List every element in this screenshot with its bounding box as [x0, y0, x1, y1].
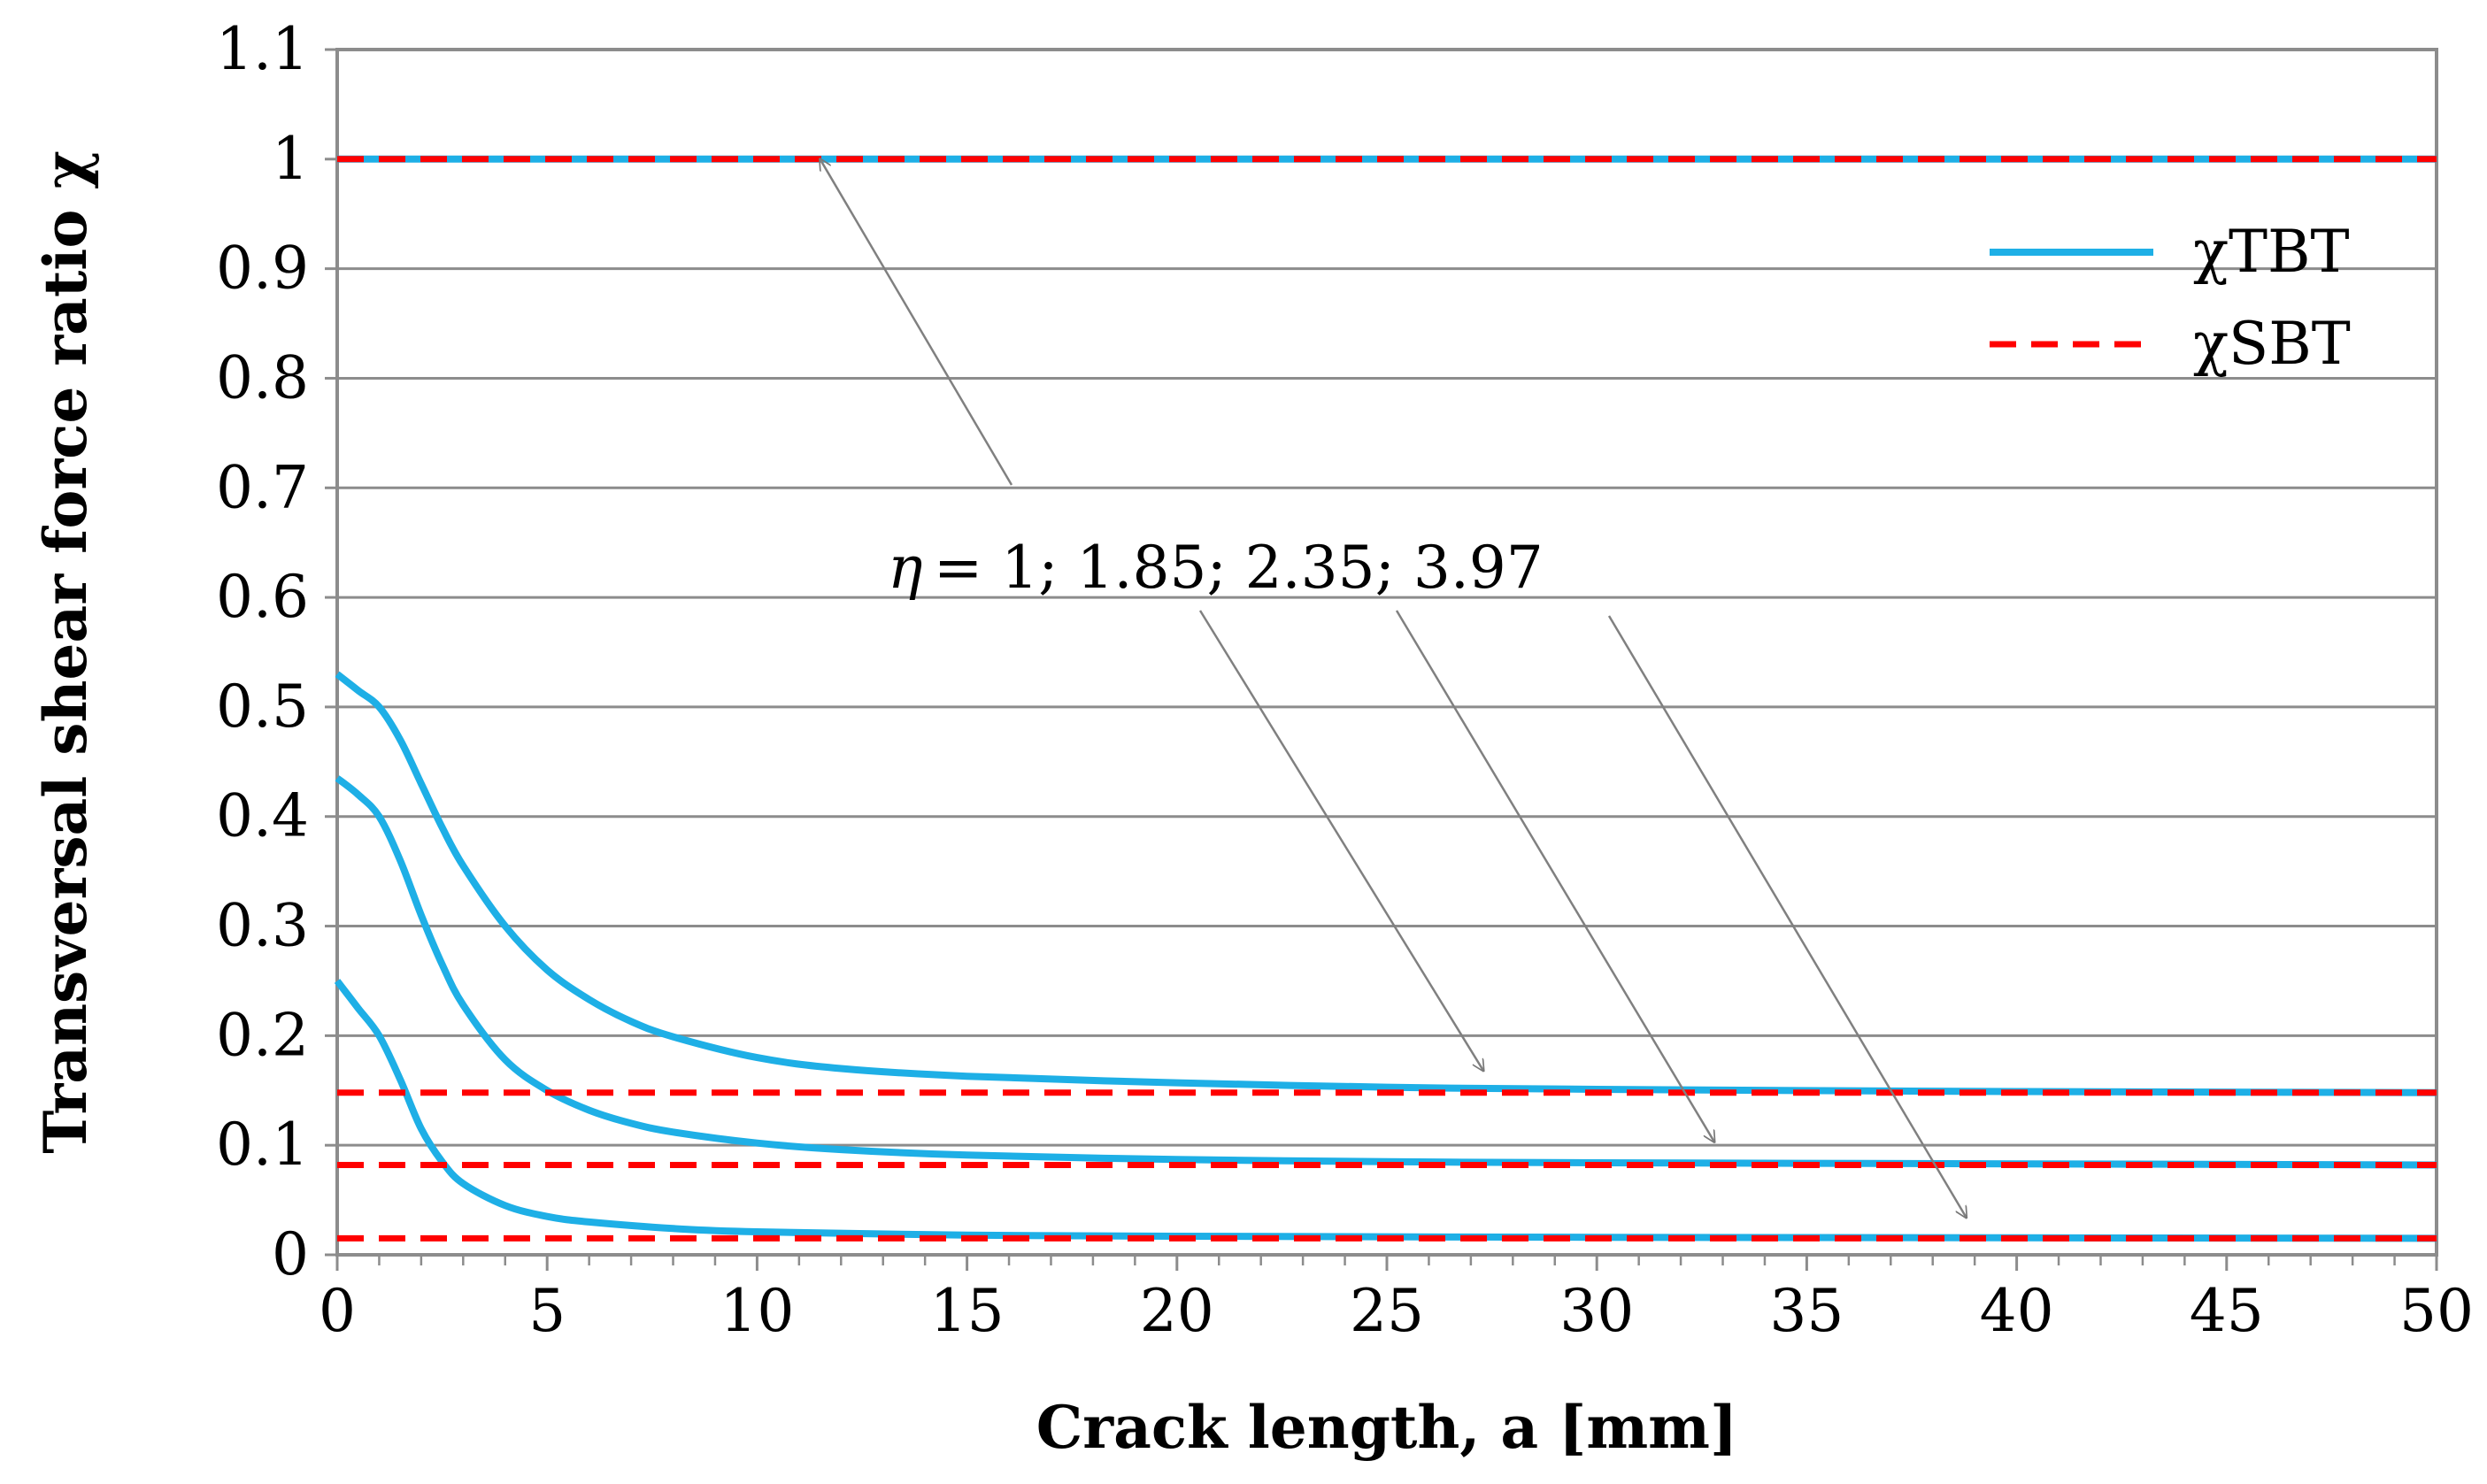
annotation-arrow — [1198, 610, 1483, 1071]
legend-label-tbt: χTBT — [2193, 218, 2350, 286]
y-tick-label: 0.3 — [216, 892, 309, 960]
y-tick-label: 0.9 — [216, 235, 309, 303]
x-tick-label: 5 — [528, 1277, 566, 1345]
x-tick-label: 0 — [319, 1277, 356, 1345]
y-axis-title: Transversal shear force ratio χ — [31, 150, 100, 1154]
y-tick-label: 0.7 — [216, 453, 309, 521]
y-tick-label: 0.6 — [216, 563, 309, 631]
y-tick-label: 0.2 — [216, 1001, 309, 1069]
y-tick-label: 0.4 — [216, 782, 309, 850]
annotation-arrow — [1395, 610, 1714, 1142]
y-tick-label: 0.5 — [216, 673, 309, 741]
y-tick-label: 1.1 — [216, 15, 309, 83]
x-tick-label: 25 — [1350, 1277, 1424, 1345]
annotation-text: = 1; 1.85; 2.35; 3.97 — [934, 534, 1544, 602]
x-axis-title: Crack length, a [mm] — [1036, 1393, 1737, 1462]
y-tick-label: 0.1 — [216, 1111, 309, 1179]
y-tick-label: 0.8 — [216, 343, 309, 411]
x-tick-label: 35 — [1769, 1277, 1844, 1345]
x-tick-label: 40 — [1980, 1277, 2054, 1345]
x-tick-label: 50 — [2399, 1277, 2474, 1345]
plot-area — [337, 50, 2437, 1255]
annotation-arrow — [1607, 615, 1967, 1218]
legend-label-sbt: χSBT — [2193, 310, 2351, 378]
eta-symbol: η — [888, 534, 923, 602]
y-tick-label: 1 — [272, 125, 309, 193]
x-tick-label: 20 — [1140, 1277, 1214, 1345]
x-tick-label: 30 — [1559, 1277, 1634, 1345]
annotation-arrow — [820, 159, 1013, 486]
tbt-line-3_97 — [334, 979, 2437, 1242]
x-tick-label: 45 — [2190, 1277, 2264, 1345]
x-tick-label: 10 — [720, 1277, 794, 1345]
x-tick-label: 15 — [930, 1277, 1005, 1345]
y-tick-label: 0 — [272, 1220, 309, 1288]
